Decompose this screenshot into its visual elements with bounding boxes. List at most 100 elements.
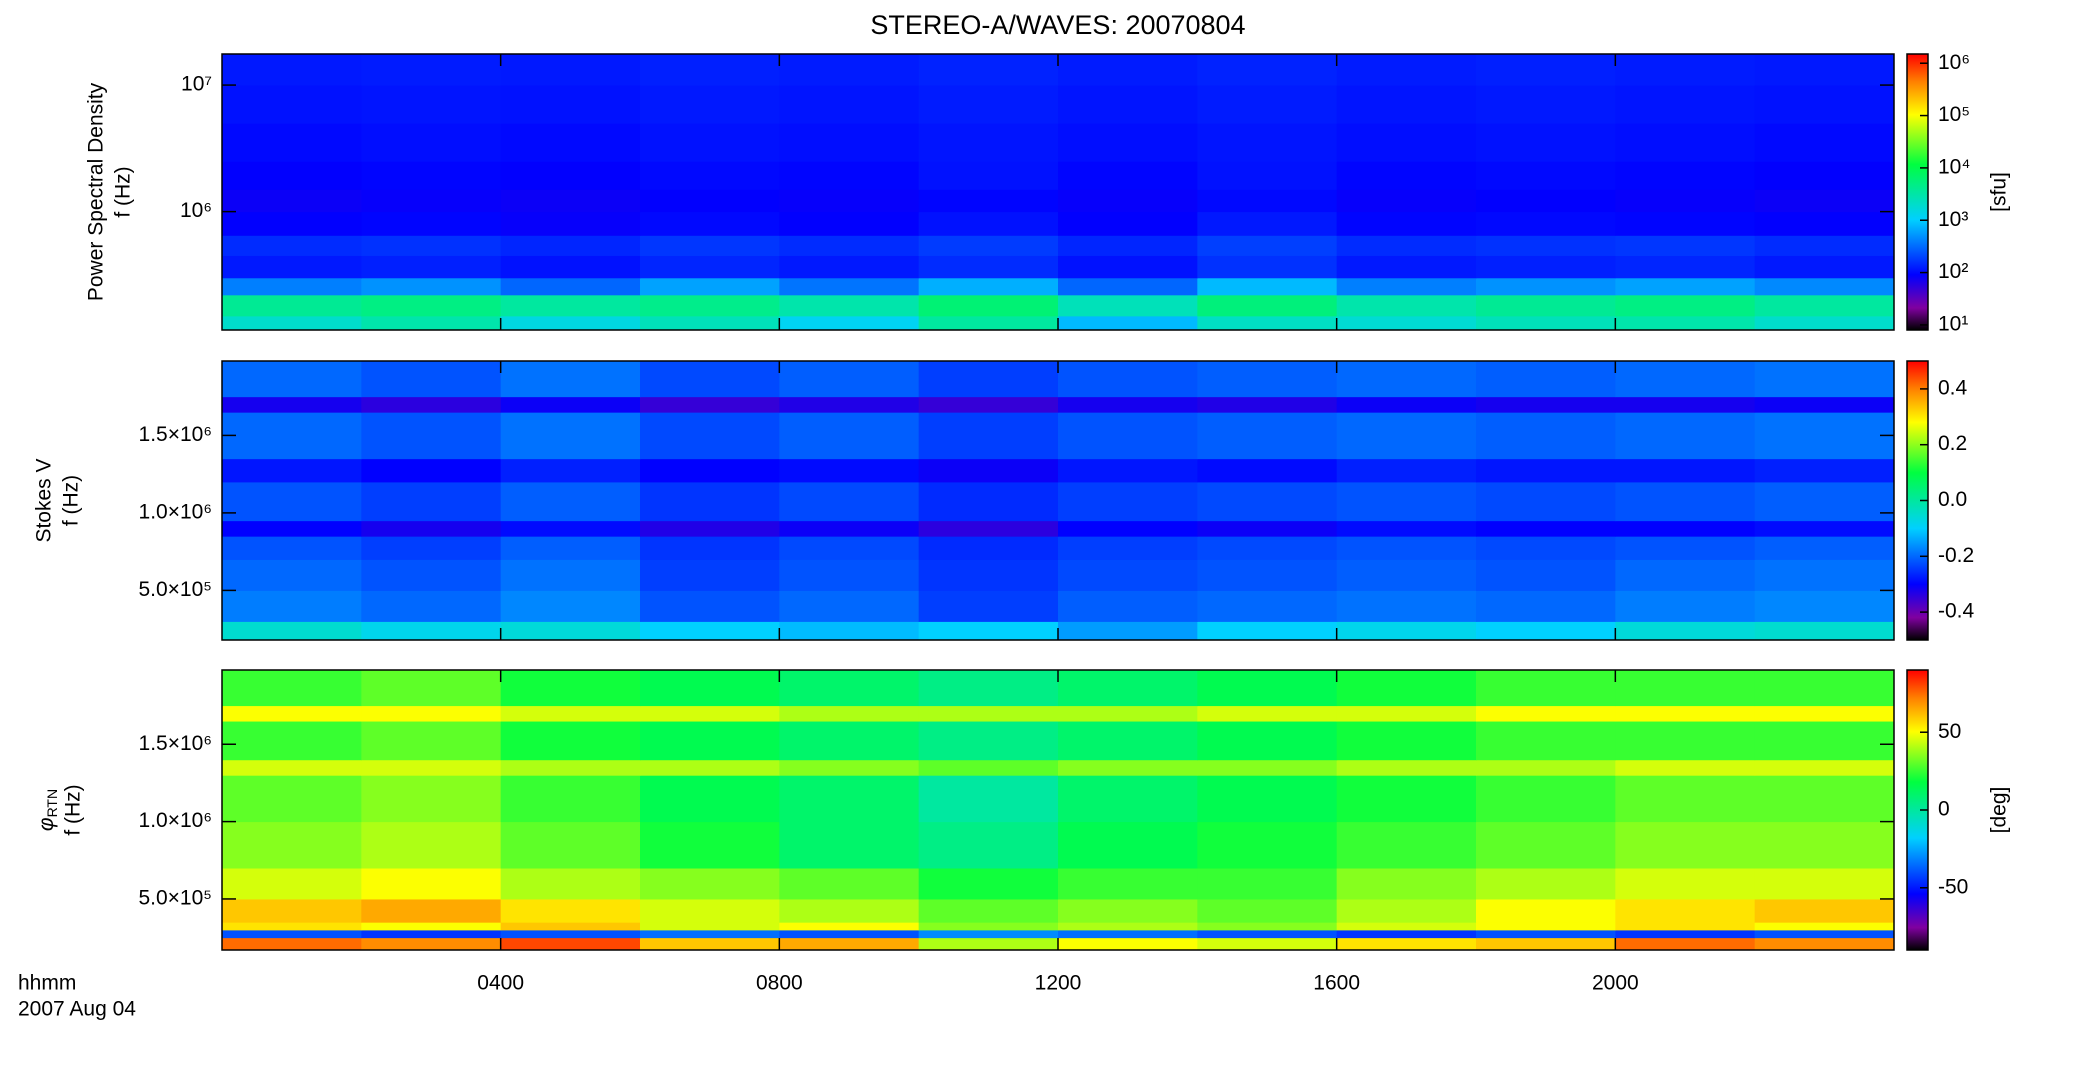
y-axis-title: Power Spectral Density — [85, 82, 108, 301]
heatmap-cell — [361, 559, 502, 591]
heatmap-cell — [1336, 396, 1477, 413]
heatmap-cell — [1476, 922, 1616, 931]
heatmap-cell — [361, 590, 502, 622]
heatmap-cell — [918, 54, 1059, 86]
heatmap-cell — [361, 315, 502, 331]
heatmap-cell — [1336, 481, 1477, 522]
heatmap-cell — [779, 922, 920, 931]
heatmap-cell — [1615, 868, 1756, 900]
heatmap-cell — [361, 937, 502, 951]
heatmap-cell — [918, 922, 1059, 931]
heatmap-cell — [640, 759, 780, 776]
heatmap-cell — [1754, 189, 1895, 213]
colorbar-tick-label: 10² — [1938, 260, 1968, 283]
heatmap-cell — [1476, 929, 1616, 939]
heatmap-cell — [1197, 235, 1338, 256]
heatmap-cell — [500, 775, 641, 823]
heatmap-cell — [779, 189, 920, 213]
heatmap-cell — [1476, 590, 1616, 622]
heatmap-cell — [1058, 277, 1198, 296]
heatmap-cell — [500, 458, 641, 483]
heatmap-cell — [918, 189, 1059, 213]
heatmap-cell — [640, 821, 780, 869]
heatmap-cell — [1615, 898, 1756, 923]
heatmap-cell — [779, 396, 920, 413]
heatmap-cell — [500, 721, 641, 761]
heatmap-cell — [779, 721, 920, 761]
heatmap-cell — [1058, 621, 1198, 641]
heatmap-cell — [361, 520, 502, 537]
heatmap-cell — [1336, 590, 1477, 622]
heatmap-cell — [918, 458, 1059, 483]
heatmap-cell — [779, 929, 920, 939]
heatmap-cell — [1754, 412, 1895, 460]
heatmap-cell — [918, 868, 1059, 900]
heatmap-cell — [222, 361, 362, 398]
heatmap-cell — [1197, 189, 1338, 213]
heatmap-cell — [1058, 54, 1198, 86]
heatmap-cell — [1754, 211, 1895, 236]
heatmap-cell — [1197, 929, 1338, 939]
heatmap-cell — [779, 590, 920, 622]
heatmap-cell — [1615, 294, 1756, 317]
heatmap-cell — [361, 123, 502, 162]
colorbar-tick-label: 0 — [1938, 798, 1950, 821]
heatmap-cell — [222, 868, 362, 900]
colorbar-tick-label: 10¹ — [1938, 312, 1968, 335]
heatmap-cell — [1615, 315, 1756, 331]
colorbar-tick-label: 10³ — [1938, 208, 1968, 231]
heatmap-cell — [222, 211, 362, 236]
heatmap-cell — [1197, 211, 1338, 236]
heatmap-cell — [361, 255, 502, 279]
heatmap-cell — [1476, 937, 1616, 951]
heatmap-cell — [1336, 294, 1477, 317]
heatmap-cell — [361, 868, 502, 900]
heatmap-cell — [918, 161, 1059, 190]
colorbar-tick-label: 10⁵ — [1938, 103, 1970, 126]
y-tick-label: 1.0×10⁶ — [139, 500, 212, 523]
heatmap-cell — [918, 759, 1059, 776]
heatmap-cell — [1336, 361, 1477, 398]
heatmap-cell — [1336, 211, 1477, 236]
heatmap-cell — [1476, 559, 1616, 591]
heatmap-cell — [918, 559, 1059, 591]
heatmap-cell — [1615, 590, 1756, 622]
heatmap-cell — [1058, 520, 1198, 537]
heatmap-cell — [1058, 315, 1198, 331]
y-axis-symbol-main: φ — [35, 817, 58, 831]
heatmap-cell — [1754, 54, 1895, 86]
heatmap-cell — [779, 481, 920, 522]
heatmap-cell — [222, 670, 362, 707]
heatmap-cell — [1336, 235, 1477, 256]
heatmap-cell — [1058, 85, 1198, 124]
heatmap-cell — [1754, 621, 1895, 641]
heatmap-cell — [222, 520, 362, 537]
heatmap-cell — [1058, 821, 1198, 869]
heatmap-cell — [918, 898, 1059, 923]
heatmap-cell — [1615, 161, 1756, 190]
heatmap-cell — [500, 536, 641, 560]
heatmap-cell — [1754, 481, 1895, 522]
heatmap-cell — [222, 396, 362, 413]
heatmap-cell — [222, 54, 362, 86]
heatmap-cell — [1058, 705, 1198, 722]
heatmap-cell — [222, 85, 362, 124]
heatmap-cell — [1197, 161, 1338, 190]
heatmap-cell — [500, 161, 641, 190]
heatmap-cell — [1336, 123, 1477, 162]
heatmap-cell — [779, 235, 920, 256]
x-axis-date: 2007 Aug 04 — [18, 998, 136, 1021]
heatmap-cell — [918, 705, 1059, 722]
heatmap-cell — [1476, 361, 1616, 398]
heatmap-cell — [361, 85, 502, 124]
heatmap-cell — [779, 868, 920, 900]
heatmap-cell — [1058, 536, 1198, 560]
heatmap-cell — [918, 361, 1059, 398]
heatmap-cell — [640, 123, 780, 162]
heatmap-cell — [361, 161, 502, 190]
heatmap-cell — [1754, 458, 1895, 483]
heatmap-cell — [1336, 520, 1477, 537]
heatmap-cell — [222, 590, 362, 622]
heatmap-cell — [1058, 559, 1198, 591]
heatmap-cell — [1197, 670, 1338, 707]
